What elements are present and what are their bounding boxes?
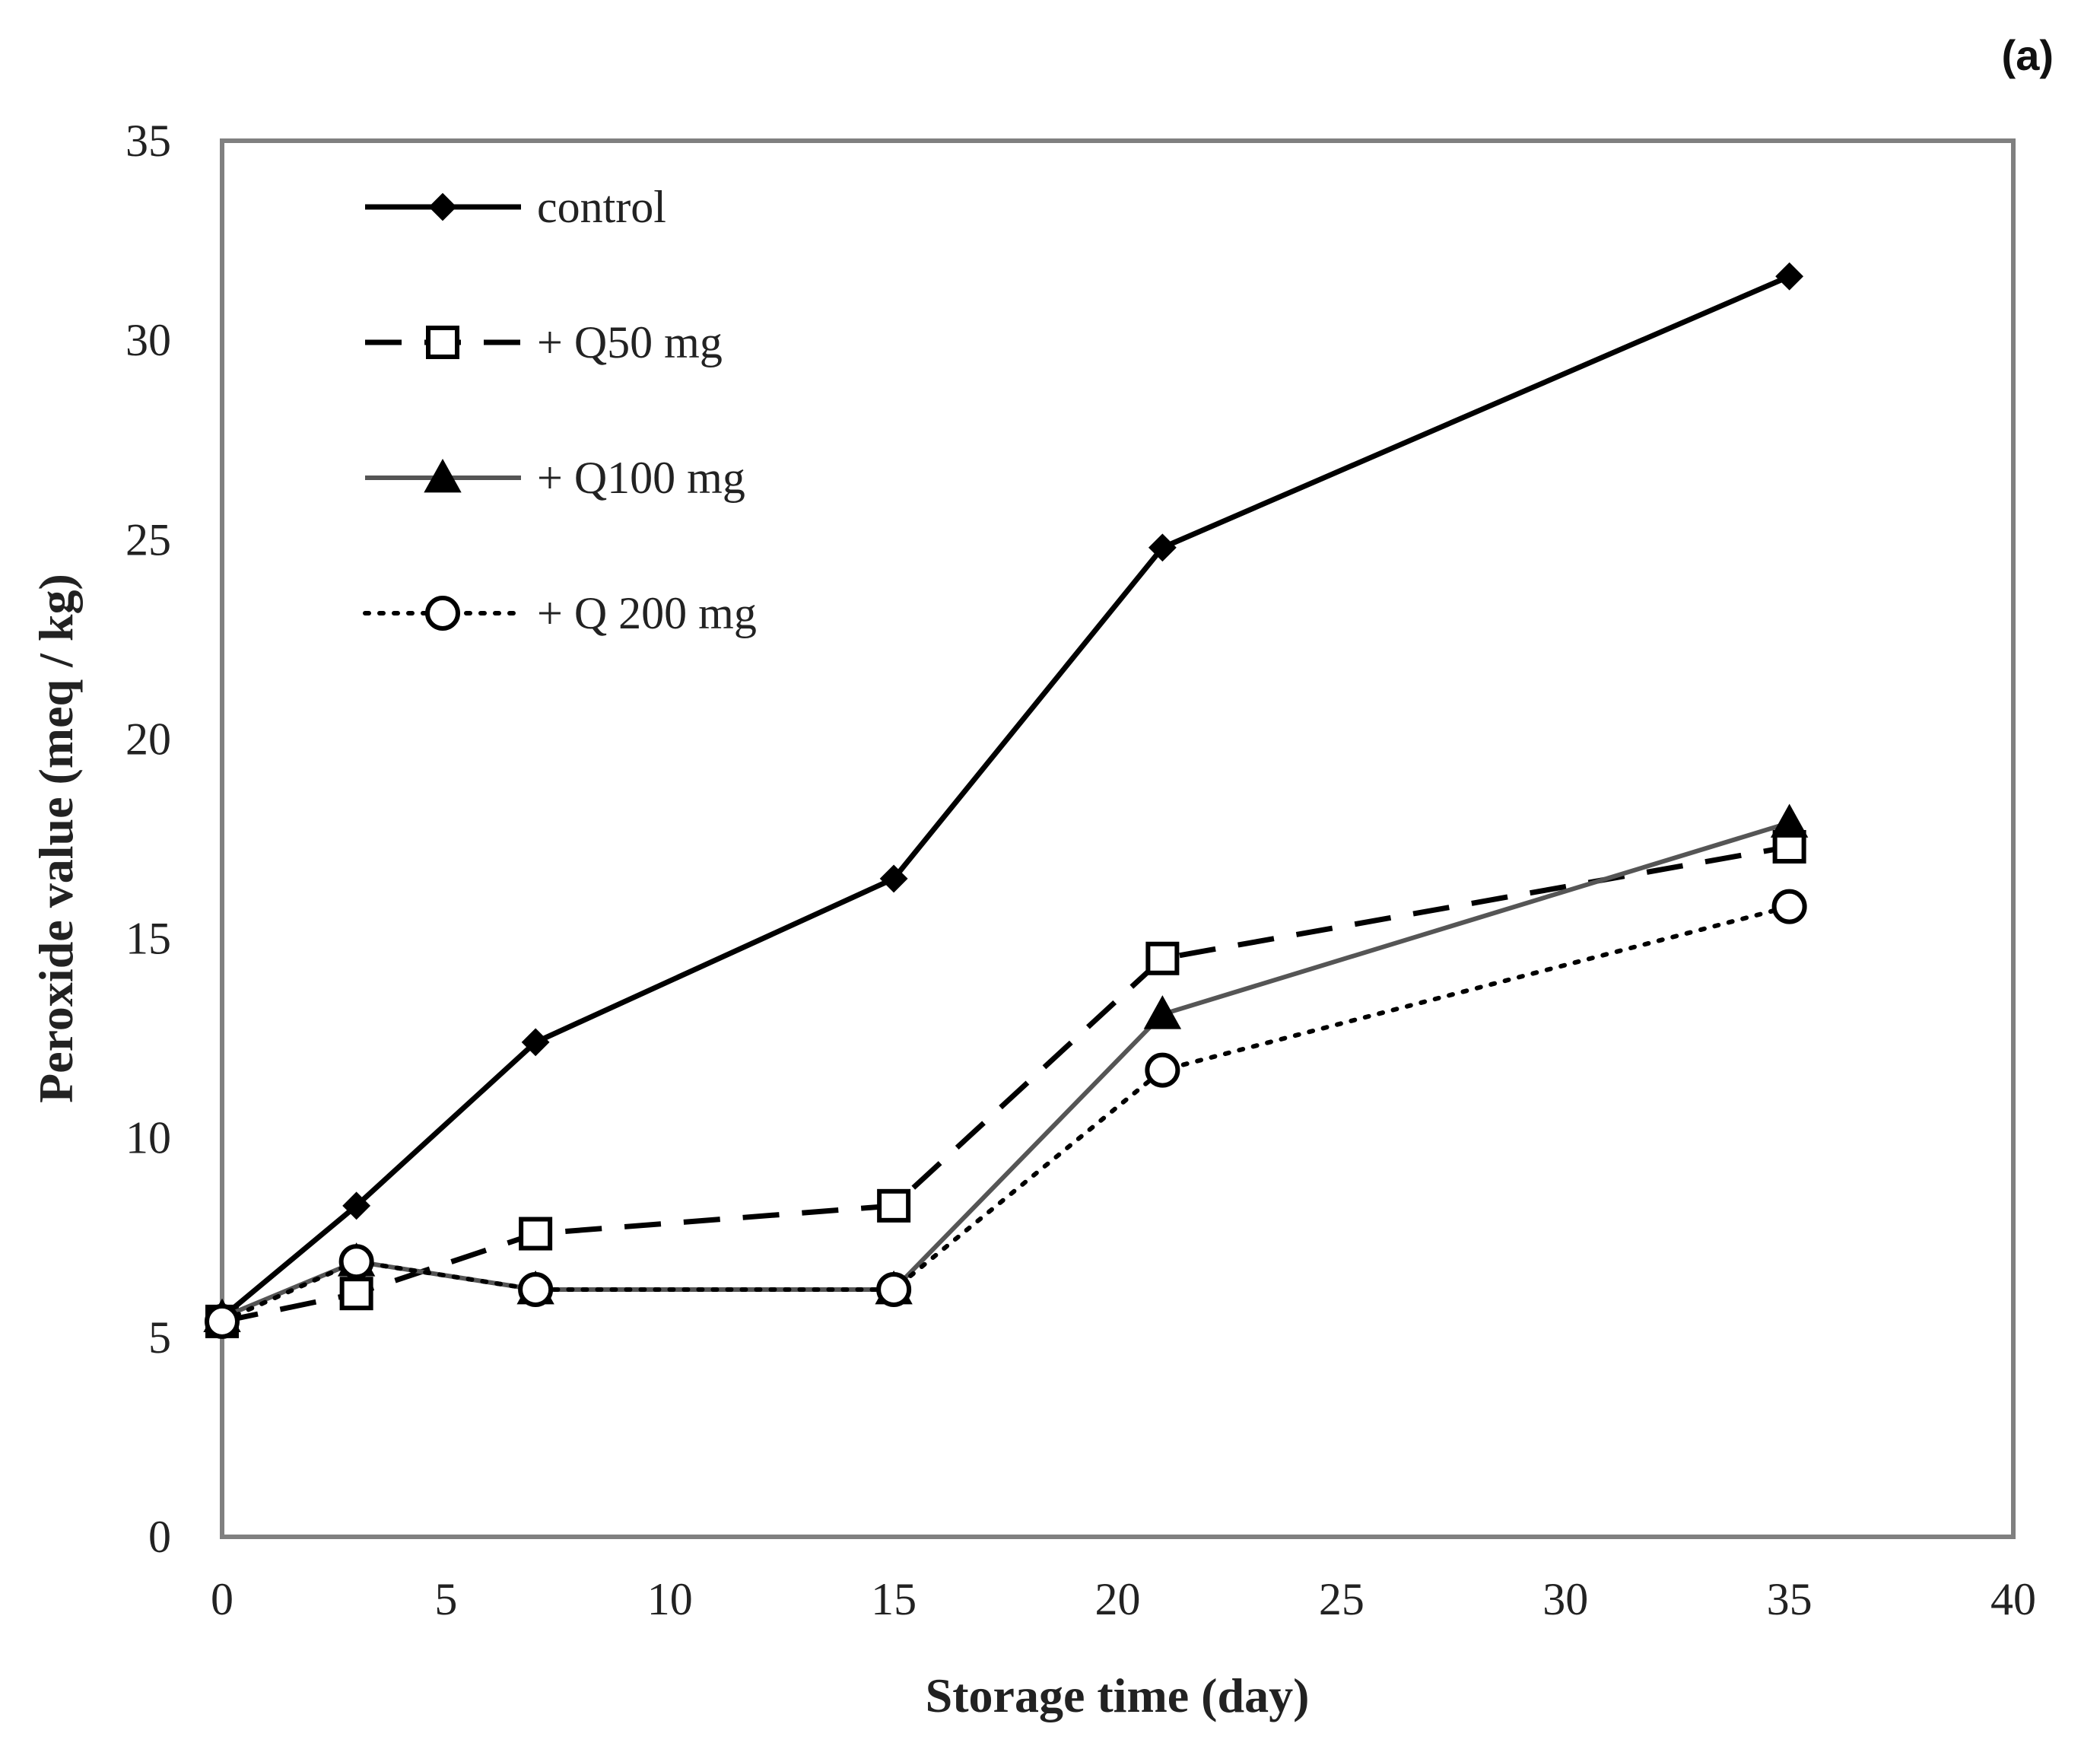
data-point: [205, 1303, 240, 1339]
y-tick-label: 35: [125, 116, 171, 166]
series-2: [205, 829, 1806, 1338]
x-axis-ticks: 0 5 10 15 20 25 30 35 40: [211, 1574, 2036, 1624]
data-point: [877, 1188, 911, 1223]
legend-entry: + Q 200 mg: [363, 588, 757, 638]
x-tick-label: 25: [1319, 1574, 1365, 1624]
y-tick-label: 25: [125, 514, 171, 565]
data-point: [1145, 1052, 1180, 1088]
series-3: [203, 803, 1809, 1333]
legend-label: + Q50 mg: [537, 317, 723, 367]
x-tick-label: 5: [434, 1574, 457, 1624]
legend-label: + Q100 mg: [537, 453, 745, 503]
data-point: [876, 1271, 912, 1307]
data-point: [1145, 941, 1180, 975]
legend-entry: + Q100 mg: [365, 453, 745, 503]
y-tick-label: 10: [125, 1113, 171, 1163]
y-tick-label: 5: [148, 1312, 171, 1363]
y-tick-label: 20: [125, 714, 171, 764]
legend: control + Q50 mg + Q100 mg + Q 200 mg: [363, 182, 757, 638]
data-point: [339, 1277, 373, 1311]
data-point: [1770, 803, 1809, 838]
x-tick-label: 0: [211, 1574, 234, 1624]
panel-label: (a): [2002, 31, 2054, 79]
legend-marker: [426, 326, 459, 359]
series-line: [221, 844, 1790, 1325]
x-tick-label: 40: [1990, 1574, 2036, 1624]
x-tick-label: 10: [647, 1574, 693, 1624]
x-tick-label: 15: [871, 1574, 917, 1624]
y-tick-label: 0: [148, 1512, 171, 1562]
legend-entry: + Q50 mg: [365, 317, 723, 367]
data-point: [1775, 262, 1804, 291]
legend-marker: [424, 458, 462, 493]
legend-marker: [428, 192, 457, 221]
series-line: [220, 904, 1792, 1324]
series-line: [221, 820, 1790, 1320]
data-point: [338, 1244, 374, 1280]
data-point: [1148, 533, 1177, 562]
data-point: [518, 1271, 554, 1307]
data-point: [519, 1217, 553, 1251]
data-point: [879, 864, 908, 893]
data-point: [521, 1028, 550, 1057]
series-4: [205, 889, 1807, 1339]
legend-marker: [425, 596, 460, 631]
series-1: [208, 262, 1804, 1332]
data-point: [1143, 995, 1182, 1029]
y-tick-label: 30: [125, 315, 171, 365]
legend-label: + Q 200 mg: [537, 588, 757, 638]
series-layer: [203, 262, 1809, 1339]
y-tick-label: 15: [125, 914, 171, 964]
y-axis-ticks: 0 5 10 15 20 25 30 35: [125, 116, 171, 1562]
x-tick-label: 35: [1767, 1574, 1812, 1624]
x-tick-label: 30: [1542, 1574, 1588, 1624]
series-line: [220, 274, 1791, 1320]
legend-label: control: [537, 182, 666, 232]
plot-area-frame: [220, 138, 2016, 1539]
x-axis-title: Storage time (day): [926, 1668, 1310, 1722]
data-point: [342, 1191, 371, 1220]
y-axis-title: Peroxide value (meq / kg): [29, 574, 83, 1103]
x-tick-label: 20: [1095, 1574, 1141, 1624]
data-point: [1771, 889, 1807, 924]
legend-entry: control: [365, 182, 666, 232]
